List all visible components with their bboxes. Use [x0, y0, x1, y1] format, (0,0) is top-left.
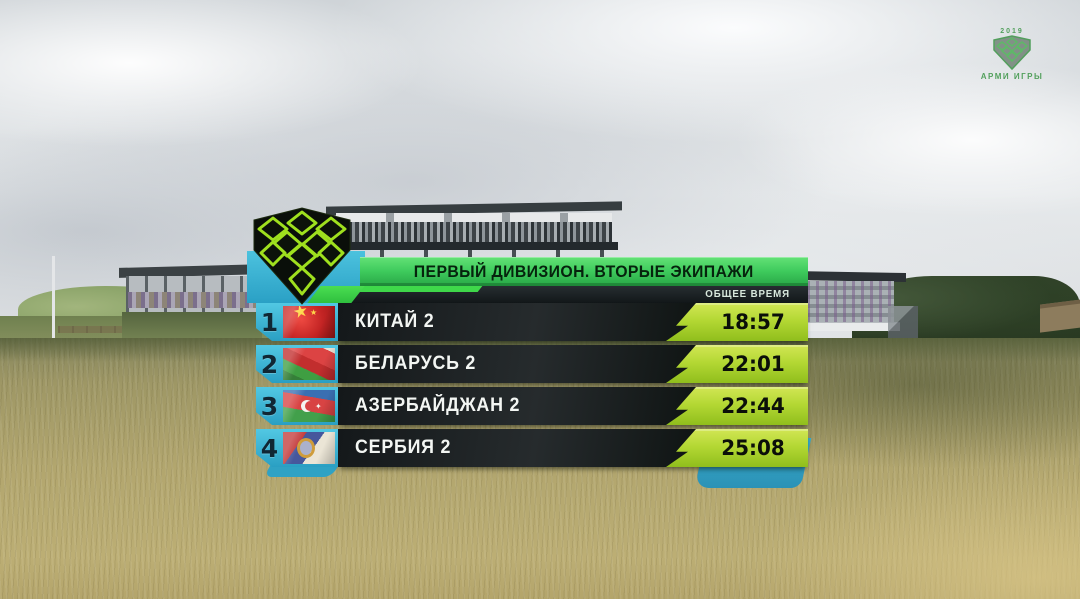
green-accent-strip [349, 286, 483, 292]
serbia-coat-of-arms [297, 438, 315, 458]
team-name: СЕРБИЯ 2 [355, 437, 452, 458]
team-name: БЕЛАРУСЬ 2 [355, 353, 477, 374]
pavilion-beam [330, 242, 618, 250]
rank-number: 3 [260, 391, 279, 421]
leaderboard-row: СЕРБИЯ 2 25:08 4 [0, 429, 1080, 467]
rank-number: 4 [260, 433, 279, 463]
grandstand-railing [800, 322, 900, 331]
watermark-year: 2019 [1000, 28, 1024, 35]
watermark-label: АРМИ ИГРЫ [980, 72, 1044, 81]
row-bar: БЕЛАРУСЬ 2 22:01 [338, 345, 808, 383]
team-name: АЗЕРБАЙДЖАН 2 [355, 395, 521, 416]
flag-pole [52, 256, 55, 342]
total-time-value: 25:08 [721, 436, 785, 460]
spectators [128, 292, 256, 308]
china-small-star-icon: ★ [310, 308, 318, 317]
serbia-flag [283, 432, 335, 464]
rank-flag-tab: 2 [256, 345, 338, 383]
pavilion-columns [336, 250, 612, 260]
total-time-value: 18:57 [721, 310, 785, 334]
team-name-panel [338, 429, 696, 467]
rank-number: 1 [260, 307, 279, 337]
total-time-value: 22:44 [721, 394, 785, 418]
right-grandstand [792, 271, 918, 348]
grandstand-seats [798, 281, 894, 325]
leaderboard-row: АЗЕРБАЙДЖАН 2 22:44 3 ✦ [0, 387, 1080, 425]
left-grandstand [119, 264, 265, 348]
row-bar: АЗЕРБАЙДЖАН 2 22:44 [338, 387, 808, 425]
division-title-bar: ПЕРВЫЙ ДИВИЗИОН. ВТОРЫЕ ЭКИПАЖИ [360, 257, 808, 286]
rank-flag-tab: 1 ★ ★ [256, 303, 338, 341]
row-bar: КИТАЙ 2 18:57 [338, 303, 808, 341]
leaderboard-row: КИТАЙ 2 18:57 1 ★ ★ [0, 303, 1080, 341]
team-name-panel [338, 345, 696, 383]
division-title: ПЕРВЫЙ ДИВИЗИОН. ВТОРЫЕ ЭКИПАЖИ [414, 261, 754, 281]
center-viewing-pavilion [326, 201, 622, 260]
rank-flag-tab: 4 [256, 429, 338, 467]
grandstand-stairs [888, 306, 918, 340]
crescent-icon [301, 400, 315, 412]
team-name-panel [338, 303, 696, 341]
china-star-icon: ★ [291, 306, 310, 323]
watermark-emblem-icon [993, 35, 1031, 71]
rank-number: 2 [260, 349, 279, 379]
total-time-column-header: ОБЩЕЕ ВРЕМЯ [705, 289, 790, 300]
azerbaijan-star-icon: ✦ [315, 402, 322, 411]
china-flag: ★ ★ [283, 306, 335, 338]
pavilion-spectators [336, 222, 612, 242]
rank-flag-tab: 3 ✦ [256, 387, 338, 425]
azerbaijan-flag: ✦ [283, 390, 335, 422]
army-games-watermark: 2019 АРМИ ИГРЫ [972, 28, 1052, 92]
team-name-panel [338, 387, 696, 425]
total-time-value: 22:01 [721, 352, 785, 376]
row-bar: СЕРБИЯ 2 25:08 [338, 429, 808, 467]
army-games-emblem-icon [253, 207, 351, 305]
belarus-flag [283, 348, 335, 380]
leaderboard-row: БЕЛАРУСЬ 2 22:01 2 [0, 345, 1080, 383]
team-name: КИТАЙ 2 [355, 311, 435, 332]
